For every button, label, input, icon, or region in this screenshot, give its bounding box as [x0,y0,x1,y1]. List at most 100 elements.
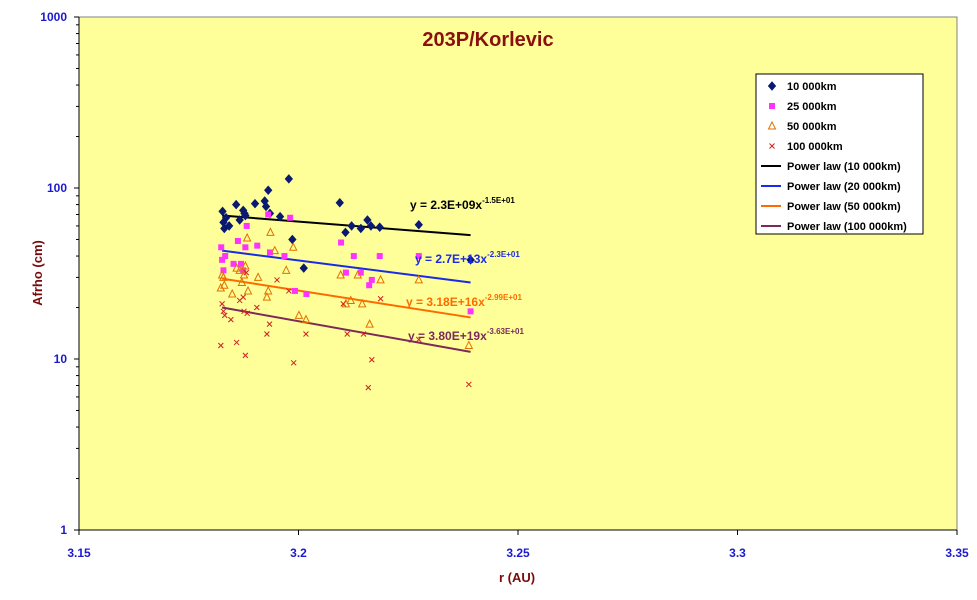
fit-equations: y = 2.3E+09x-1.5E+01 y = 2.7E+13x-2.3E+01… [406,196,524,343]
x-marker [290,359,297,366]
y-tick-label: 10 [54,352,68,366]
diamond-marker [261,201,271,212]
square-marker [240,267,247,274]
triangle-marker [294,310,304,319]
data-points [216,174,475,391]
diamond-marker [218,206,227,217]
triangle-marker [353,269,363,279]
y-tick-label: 1000 [40,10,67,24]
legend-item: Power law (50 000km) [761,201,901,213]
x-marker-stroke [415,336,422,343]
legend: 10 000km 25 000km 50 000km 100 000km Power l… [755,73,924,235]
fit-lines [221,214,471,353]
x-marker [769,143,775,149]
diamond-marker [767,81,777,91]
x-marker-stroke [769,143,775,149]
triangle-marker [241,260,250,270]
fit-equation: y = 2.7E+13x-2.3E+01 [415,250,520,266]
x-tick-label: 3.25 [506,546,530,560]
triangle-marker [263,285,273,295]
x-marker [242,352,249,359]
equation-base: y = 3.18E+16x [406,295,485,309]
fit-line [221,277,471,319]
x-marker [344,331,351,337]
x-marker-stroke [340,301,347,307]
x-marker [340,301,347,307]
square-marker [265,211,272,218]
square-marker [222,253,229,260]
triangle-marker [242,232,252,242]
x-marker [220,308,227,315]
x-marker-stroke [274,277,280,283]
equation-exponent: -2.3E+01 [487,250,520,259]
diamond-marker [241,210,250,221]
legend-label: Power law (10 000km) [787,161,901,173]
x-tick-label: 3.35 [945,546,969,560]
x-marker [228,316,234,323]
x-marker-stroke [377,295,384,302]
equation-exponent: -3.63E+01 [487,327,525,336]
x-tick-label: 3.3 [729,546,746,560]
triangle-marker [346,295,356,304]
square-marker [281,253,288,260]
diamond-marker [363,215,372,225]
triangle-marker [357,298,367,308]
legend-label: Power law (50 000km) [787,201,901,213]
x-marker-stroke [241,308,247,315]
x-marker [377,295,384,302]
diamond-marker [347,221,356,231]
x-marker [465,381,472,388]
triangle-marker [235,265,244,274]
square-marker [350,253,357,260]
square-marker [357,269,364,276]
square-marker [376,253,383,260]
legend-box [755,73,924,235]
square-marker [769,103,775,109]
legend-label: 100 000km [787,141,843,153]
square-marker [415,253,422,260]
x-marker [240,294,247,300]
triangle-marker [414,274,424,284]
legend-label: 25 000km [787,101,837,113]
square-marker [368,276,375,283]
legend-label: Power law (20 000km) [787,181,901,193]
x-marker-stroke [220,308,227,315]
triangle-marker [767,120,777,130]
fit-line [221,249,471,284]
chart-title: 203P/Korlevic [422,29,553,51]
equation-base: y = 2.3E+09x [410,198,482,212]
series-group [217,269,472,391]
x-marker-stroke [217,342,224,349]
equation-base: y = 2.7E+13x [415,252,487,266]
diamond-marker [221,212,231,223]
square-marker [234,237,241,244]
square-marker [243,222,250,229]
fit-line [222,214,471,237]
x-marker-stroke [233,339,240,346]
legend-label: 50 000km [787,121,837,133]
legend-item: Power law (100 000km) [761,221,907,233]
diamond-marker [224,221,234,231]
equation-exponent: -1.5E+01 [482,196,515,205]
x-marker-stroke [465,381,472,388]
triangle-marker [376,274,385,284]
square-marker [237,260,244,267]
x-marker-stroke [264,331,270,337]
x-marker [244,310,250,317]
triangle-marker [219,280,229,289]
y-axis-label: Afrho (cm) [30,240,45,306]
x-marker-stroke [242,352,249,359]
diamond-marker [231,199,241,210]
diamond-marker [250,198,260,209]
x-marker-stroke [285,288,292,294]
fit-equation: y = 2.3E+09x-1.5E+01 [410,196,515,212]
diamond-marker [466,255,475,265]
equation-exponent: -2.99E+01 [485,293,523,302]
diamond-marker [375,222,384,232]
triangle-marker [237,277,247,287]
legend-item: 50 000km [767,120,837,133]
square-marker [366,282,373,289]
x-marker [365,384,372,391]
